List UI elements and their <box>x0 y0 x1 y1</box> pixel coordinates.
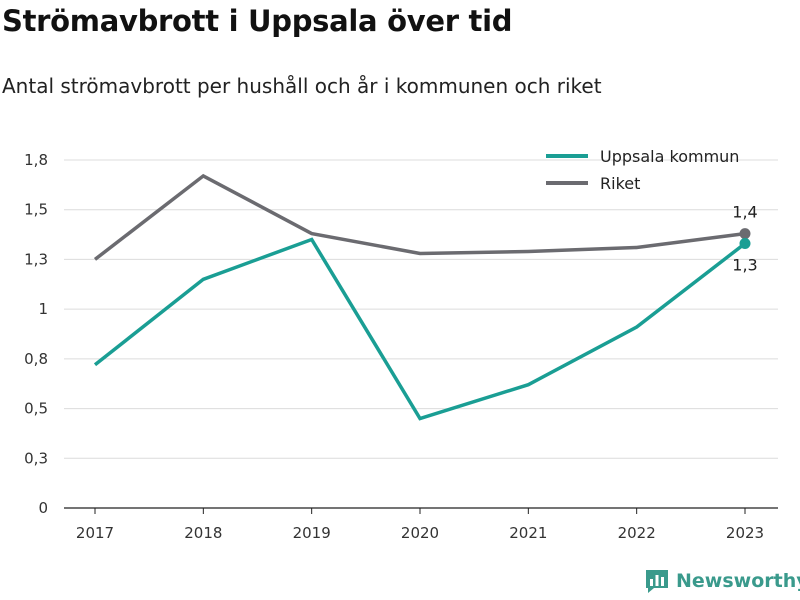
newsworthy-brand: Newsworthy <box>644 568 800 594</box>
chart-title: Strömavbrott i Uppsala över tid <box>2 4 513 38</box>
end-point <box>739 228 751 240</box>
x-tick-label: 2017 <box>76 524 114 542</box>
chart-subtitle: Antal strömavbrott per hushåll och år i … <box>2 74 602 98</box>
x-tick-label: 2018 <box>184 524 222 542</box>
bar-chart-logo-icon <box>646 570 668 593</box>
y-tick-label: 1,8 <box>24 151 48 169</box>
y-tick-label: 0,8 <box>24 350 48 368</box>
series-line-uppsala-kommun <box>93 237 747 421</box>
x-tick-label: 2021 <box>509 524 547 542</box>
legend-label: Riket <box>600 174 640 193</box>
x-tick-label: 2019 <box>293 524 331 542</box>
brand-name: Newsworthy <box>676 570 800 592</box>
series-line-riket <box>93 173 746 261</box>
y-tick-label: 1,5 <box>24 201 48 219</box>
data-label: 1,4 <box>732 203 757 222</box>
end-point <box>739 238 751 250</box>
x-tick-label: 2020 <box>401 524 439 542</box>
legend-label: Uppsala kommun <box>600 147 739 166</box>
y-tick-label: 0,3 <box>24 449 48 467</box>
y-tick-label: 1 <box>38 300 48 318</box>
data-label: 1,3 <box>732 256 757 275</box>
y-tick-label: 1,3 <box>24 250 48 268</box>
y-tick-label: 0,5 <box>24 400 48 418</box>
x-tick-label: 2023 <box>726 524 764 542</box>
y-tick-label: 0 <box>38 499 48 517</box>
x-tick-label: 2022 <box>618 524 656 542</box>
